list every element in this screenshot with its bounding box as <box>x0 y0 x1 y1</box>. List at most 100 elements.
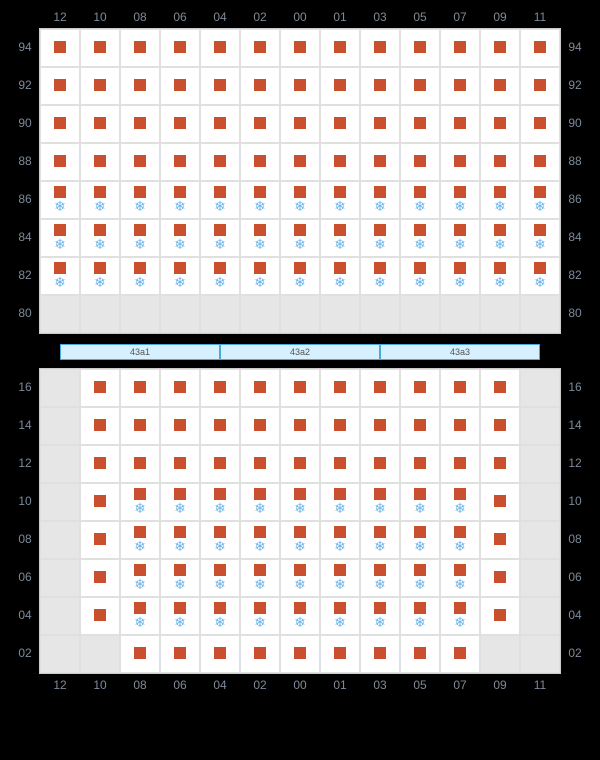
cell[interactable] <box>480 29 520 67</box>
cell[interactable] <box>320 105 360 143</box>
cell[interactable] <box>440 67 480 105</box>
cell[interactable] <box>320 29 360 67</box>
cell[interactable] <box>480 407 520 445</box>
cell[interactable] <box>80 29 120 67</box>
cell[interactable] <box>160 143 200 181</box>
cell[interactable]: ❄ <box>440 219 480 257</box>
cell[interactable] <box>80 521 120 559</box>
cell[interactable]: ❄ <box>240 597 280 635</box>
cell[interactable] <box>120 29 160 67</box>
cell[interactable] <box>440 29 480 67</box>
cell[interactable]: ❄ <box>360 559 400 597</box>
cell[interactable] <box>440 143 480 181</box>
cell[interactable]: ❄ <box>120 559 160 597</box>
cell[interactable] <box>440 105 480 143</box>
cell[interactable]: ❄ <box>40 257 80 295</box>
cell[interactable]: ❄ <box>400 181 440 219</box>
cell[interactable]: ❄ <box>200 219 240 257</box>
cell[interactable]: ❄ <box>360 219 400 257</box>
cell[interactable]: ❄ <box>80 181 120 219</box>
cell[interactable] <box>280 105 320 143</box>
cell[interactable] <box>280 445 320 483</box>
cell[interactable] <box>440 445 480 483</box>
cell[interactable] <box>240 105 280 143</box>
cell[interactable] <box>320 635 360 673</box>
cell[interactable]: ❄ <box>320 559 360 597</box>
cell[interactable] <box>360 143 400 181</box>
cell[interactable] <box>240 369 280 407</box>
cell[interactable] <box>320 67 360 105</box>
cell[interactable] <box>160 635 200 673</box>
cell[interactable]: ❄ <box>120 181 160 219</box>
cell[interactable]: ❄ <box>120 483 160 521</box>
cell[interactable]: ❄ <box>360 521 400 559</box>
cell[interactable] <box>480 445 520 483</box>
cell[interactable]: ❄ <box>160 521 200 559</box>
cell[interactable]: ❄ <box>320 597 360 635</box>
cell[interactable] <box>480 559 520 597</box>
cell[interactable]: ❄ <box>160 559 200 597</box>
cell[interactable] <box>200 105 240 143</box>
cell[interactable]: ❄ <box>280 483 320 521</box>
cell[interactable]: ❄ <box>320 483 360 521</box>
cell[interactable]: ❄ <box>400 521 440 559</box>
cell[interactable] <box>120 445 160 483</box>
cell[interactable] <box>200 143 240 181</box>
cell[interactable]: ❄ <box>120 257 160 295</box>
cell[interactable] <box>240 67 280 105</box>
cell[interactable]: ❄ <box>280 597 320 635</box>
cell[interactable] <box>160 29 200 67</box>
cell[interactable] <box>120 105 160 143</box>
cell[interactable]: ❄ <box>520 219 560 257</box>
cell[interactable] <box>400 105 440 143</box>
cell[interactable]: ❄ <box>160 219 200 257</box>
cell[interactable] <box>200 369 240 407</box>
cell[interactable] <box>480 67 520 105</box>
cell[interactable] <box>80 67 120 105</box>
cell[interactable] <box>360 67 400 105</box>
cell[interactable] <box>80 559 120 597</box>
cell[interactable] <box>440 635 480 673</box>
cell[interactable]: ❄ <box>280 521 320 559</box>
cell[interactable] <box>400 29 440 67</box>
cell[interactable]: ❄ <box>240 181 280 219</box>
cell[interactable] <box>80 445 120 483</box>
cell[interactable]: ❄ <box>360 597 400 635</box>
cell[interactable] <box>320 143 360 181</box>
cell[interactable]: ❄ <box>320 257 360 295</box>
cell[interactable]: ❄ <box>440 559 480 597</box>
cell[interactable] <box>80 483 120 521</box>
cell[interactable] <box>120 635 160 673</box>
cell[interactable] <box>120 407 160 445</box>
cell[interactable] <box>240 143 280 181</box>
cell[interactable] <box>360 407 400 445</box>
cell[interactable] <box>280 29 320 67</box>
cell[interactable] <box>40 67 80 105</box>
cell[interactable] <box>280 407 320 445</box>
cell[interactable]: ❄ <box>320 219 360 257</box>
cell[interactable] <box>200 67 240 105</box>
cell[interactable] <box>320 445 360 483</box>
cell[interactable] <box>440 369 480 407</box>
cell[interactable]: ❄ <box>280 219 320 257</box>
cell[interactable] <box>360 635 400 673</box>
cell[interactable] <box>280 635 320 673</box>
cell[interactable] <box>160 407 200 445</box>
cell[interactable] <box>400 445 440 483</box>
cell[interactable] <box>160 369 200 407</box>
cell[interactable]: ❄ <box>200 181 240 219</box>
cell[interactable] <box>360 369 400 407</box>
cell[interactable]: ❄ <box>400 483 440 521</box>
cell[interactable]: ❄ <box>520 181 560 219</box>
cell[interactable] <box>480 105 520 143</box>
cell[interactable]: ❄ <box>80 257 120 295</box>
cell[interactable] <box>520 67 560 105</box>
cell[interactable]: ❄ <box>440 597 480 635</box>
cell[interactable] <box>80 407 120 445</box>
cell[interactable] <box>160 445 200 483</box>
cell[interactable]: ❄ <box>360 181 400 219</box>
cell[interactable]: ❄ <box>200 597 240 635</box>
cell[interactable] <box>400 369 440 407</box>
cell[interactable]: ❄ <box>200 483 240 521</box>
cell[interactable] <box>80 105 120 143</box>
